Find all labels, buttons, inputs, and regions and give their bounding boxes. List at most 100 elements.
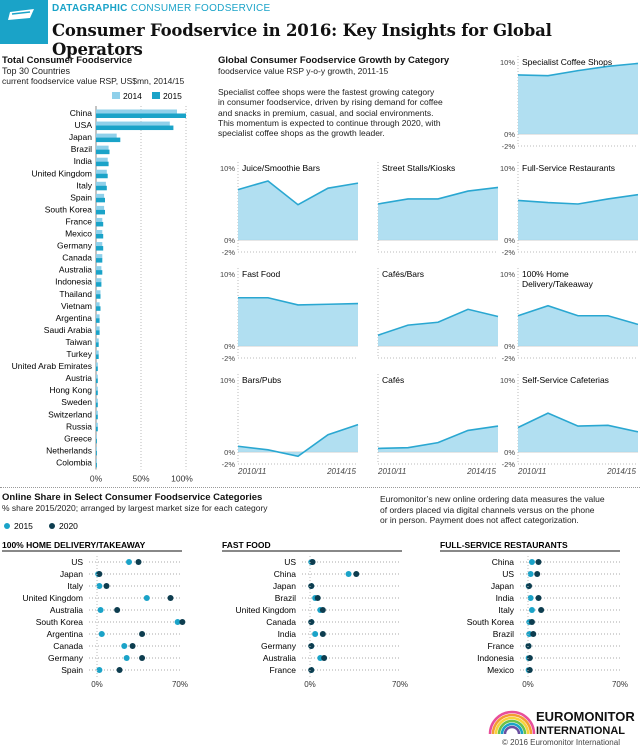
category-label: Italy <box>67 581 83 591</box>
online-title: Online Share in Select Consumer Foodserv… <box>2 492 263 503</box>
bar-2014 <box>96 145 109 151</box>
bar-2014 <box>96 169 107 175</box>
bar-2014 <box>96 217 103 223</box>
legend-2020-dot <box>49 523 55 529</box>
y-tick-10: 10% <box>500 58 515 67</box>
category-label: South Korea <box>36 617 84 627</box>
growth-text-line: This momentum is expected to continue th… <box>218 117 441 128</box>
category-label: Italy <box>76 180 92 190</box>
y-tick-10: 10% <box>220 376 235 385</box>
online-heading: Online Share in Select Consumer Foodserv… <box>2 492 268 513</box>
y-tick-0: 0% <box>224 342 235 351</box>
bar-2015 <box>96 378 98 384</box>
y-tick-10: 10% <box>500 164 515 173</box>
category-label: United Arab Emirates <box>12 361 92 371</box>
y-tick-0: 0% <box>504 342 515 351</box>
bar-2014 <box>96 434 97 440</box>
dot-2020 <box>309 559 316 565</box>
bar-2014 <box>96 302 100 307</box>
series-name: Juice/Smoothie Bars <box>242 163 320 173</box>
top30-chart: 2014 2015 China USA Japan Brazil India United K… <box>12 91 194 483</box>
category-label: China <box>492 557 514 567</box>
category-label: Japan <box>273 581 296 591</box>
growth-charts: Specialist Coffee Shops 10% 0% -2% Juice/Smo… <box>220 56 638 476</box>
bar-2015 <box>96 161 109 167</box>
bar-2015 <box>96 402 98 408</box>
euromonitor-rainbow-icon: EUROMONITOR INTERNATIONAL <box>488 709 635 737</box>
category-label: Germany <box>261 641 297 651</box>
area-line <box>377 425 499 450</box>
area-fill <box>238 180 358 240</box>
growth-text-line: specialist coffee shops as the growth le… <box>218 128 385 139</box>
category-label: Canada <box>266 617 296 627</box>
bar-2014 <box>96 266 102 271</box>
rainbow-arc <box>500 722 524 735</box>
category-label: Taiwan <box>66 337 93 347</box>
growth-subtitle: foodservice value RSP y-o-y growth, 2011… <box>218 66 389 76</box>
x-tick-start: 2010/11 <box>377 467 406 476</box>
dot-2020 <box>528 619 535 625</box>
category-label: US <box>71 557 83 567</box>
top30-note: current foodservice value RSP, US$mn, 20… <box>2 76 185 86</box>
x-tick-end: 2014/15 <box>606 467 636 476</box>
area-line <box>377 186 499 205</box>
online-note-line: or in person. Payment does not affect ca… <box>380 515 579 525</box>
category-label: China <box>70 108 92 118</box>
top30-title: Total Consumer Foodservice <box>2 55 133 66</box>
bar-2014 <box>96 109 177 114</box>
bar-2014 <box>96 410 98 416</box>
area-fill <box>518 63 638 134</box>
category-label: Canada <box>53 641 83 651</box>
bar-2015 <box>96 354 99 359</box>
bar-2015 <box>96 318 100 323</box>
category-label: Japan <box>491 581 514 591</box>
bar-2015 <box>96 185 107 191</box>
online-subtitle: % share 2015/2020; arranged by largest m… <box>2 503 268 513</box>
area-fill <box>518 305 638 346</box>
category-label: United Kingdom <box>236 605 296 615</box>
category-label: Sweden <box>61 397 92 407</box>
category-label: France <box>66 216 93 226</box>
x-tick-end: 2014/15 <box>466 467 496 476</box>
category-label: United Kingdom <box>23 593 83 603</box>
category-label: Vietnam <box>61 301 92 311</box>
area-fill <box>378 187 498 240</box>
dot-2015 <box>527 595 534 601</box>
dot-2015 <box>174 619 181 625</box>
category-label: Mexico <box>65 229 92 239</box>
datagraphic-icon <box>8 9 34 20</box>
dot-2020 <box>179 619 186 625</box>
category-label: US <box>502 569 514 579</box>
category-label: Colombia <box>56 457 92 467</box>
bar-2015 <box>96 197 105 203</box>
bar-2015 <box>96 137 121 143</box>
series-name: Cafés <box>382 375 404 385</box>
series-name: Self-Service Cafeterias <box>522 375 609 385</box>
panel-title: FULL-SERVICE RESTAURANTS <box>440 540 568 550</box>
dot-2015 <box>97 607 104 613</box>
dot-2020 <box>308 667 315 673</box>
legend-2014-label: 2014 <box>123 91 142 101</box>
category-label: Spain <box>70 192 92 202</box>
category-label: India <box>496 593 515 603</box>
section-divider <box>0 487 640 488</box>
online-charts: 2015 2020 100% HOME DELIVERY/TAKEAWAY US Jap… <box>2 521 628 689</box>
page-title: Consumer Foodservice in 2016: Key Insigh… <box>52 21 552 59</box>
online-note: Euromonitor’s new online ordering data m… <box>380 494 605 526</box>
dot-2020 <box>139 631 146 637</box>
dot-2020 <box>308 643 315 649</box>
y-tick-neg2: -2% <box>222 248 236 257</box>
legend-2015-label: 2015 <box>14 521 33 531</box>
bar-2015 <box>96 438 97 444</box>
dot-2020 <box>135 559 142 565</box>
bar-2014 <box>96 193 105 199</box>
panel-title: 100% HOME DELIVERY/TAKEAWAY <box>2 540 146 550</box>
dot-2015 <box>312 631 319 637</box>
dot-2020 <box>308 583 315 589</box>
bar-2015 <box>96 234 104 239</box>
category-label: France <box>488 641 515 651</box>
dot-2020 <box>353 571 360 577</box>
category-label: Germany <box>48 653 84 663</box>
bar-2014 <box>96 254 103 259</box>
dot-2015 <box>123 655 130 661</box>
